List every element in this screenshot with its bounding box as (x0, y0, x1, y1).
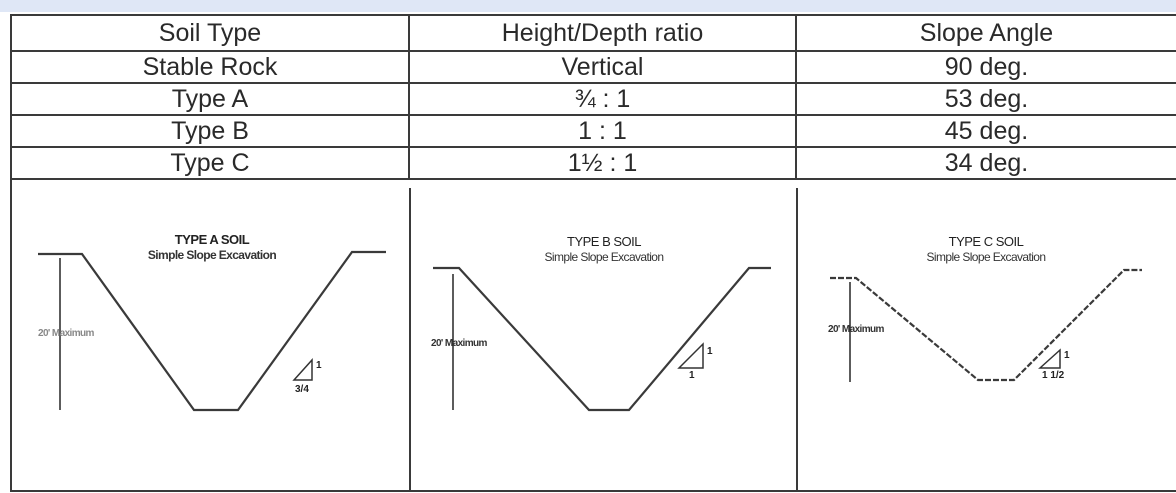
cell-ratio: Vertical (409, 51, 797, 84)
type-c-rise-label: 1 (1064, 350, 1070, 361)
type-b-subtitle: Simple Slope Excavation (544, 250, 665, 264)
type-c-depth-label: 20' Maximum (828, 324, 884, 335)
type-b-slope-triangle (677, 342, 704, 369)
cell-ratio: 1 : 1 (409, 115, 797, 148)
type-a-subtitle: Simple Slope Excavation (147, 248, 277, 262)
type-b-rise-label: 1 (707, 346, 713, 357)
header-slope-angle: Slope Angle (796, 16, 1176, 52)
type-c-slope-drawing (830, 268, 1142, 382)
type-a-title: TYPE A SOIL (174, 232, 250, 247)
type-b-diagram-panel: TYPE B SOIL Simple Slope Excavation 20' … (409, 188, 798, 492)
table-row: Type B 1 : 1 45 deg. (12, 115, 1176, 148)
diagram-row: TYPE A SOIL Simple Slope Excavation 20' … (12, 188, 1176, 492)
type-a-slope-triangle (292, 358, 313, 381)
type-a-diagram-panel: TYPE A SOIL Simple Slope Excavation 20' … (12, 188, 411, 492)
type-c-subtitle: Simple Slope Excavation (926, 250, 1047, 264)
top-band (0, 0, 1176, 12)
cell-angle: 90 deg. (796, 51, 1176, 84)
type-b-slope-drawing (433, 266, 771, 412)
type-b-excavation-profile (433, 266, 771, 412)
type-c-run-label: 1 1/2 (1042, 370, 1065, 381)
type-a-run-label: 3/4 (295, 384, 309, 395)
header-soil-type: Soil Type (12, 16, 410, 52)
cell-ratio: ¾ : 1 (409, 83, 797, 116)
cell-soil-type: Type B (12, 115, 410, 148)
cell-ratio: 1½ : 1 (409, 147, 797, 180)
cell-soil-type: Type C (12, 147, 410, 180)
table-header-row: Soil Type Height/Depth ratio Slope Angle (12, 16, 1176, 52)
cell-soil-type: Type A (12, 83, 410, 116)
soil-slope-sheet: Soil Type Height/Depth ratio Slope Angle… (10, 14, 1176, 492)
type-b-depth-label: 20' Maximum (431, 338, 487, 349)
type-b-run-label: 1 (689, 370, 695, 381)
header-height-depth-ratio: Height/Depth ratio (409, 16, 797, 52)
type-c-title: TYPE C SOIL (948, 234, 1024, 249)
cell-soil-type: Stable Rock (12, 51, 410, 84)
type-c-excavation-profile (830, 268, 1142, 382)
type-c-diagram-panel: TYPE C SOIL Simple Slope Excavation 20' … (796, 188, 1176, 492)
cell-angle: 53 deg. (796, 83, 1176, 116)
soil-slope-table: Soil Type Height/Depth ratio Slope Angle… (12, 16, 1176, 180)
table-row: Type C 1½ : 1 34 deg. (12, 147, 1176, 180)
type-c-slope-triangle (1038, 348, 1061, 369)
table-row: Type A ¾ : 1 53 deg. (12, 83, 1176, 116)
type-a-depth-label: 20' Maximum (38, 328, 94, 339)
type-b-title: TYPE B SOIL (567, 234, 641, 249)
type-a-rise-label: 1 (316, 360, 322, 371)
type-a-excavation-profile (38, 250, 386, 412)
cell-angle: 45 deg. (796, 115, 1176, 148)
cell-angle: 34 deg. (796, 147, 1176, 180)
type-a-slope-drawing (38, 250, 386, 412)
table-row: Stable Rock Vertical 90 deg. (12, 51, 1176, 84)
